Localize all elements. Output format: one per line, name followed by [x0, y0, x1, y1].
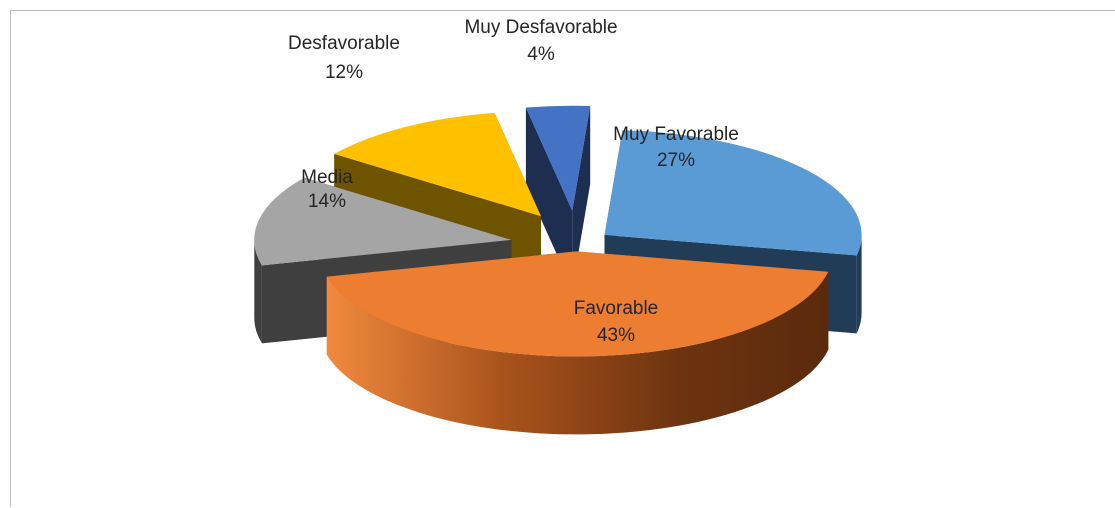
- labels-layer: Muy Favorable 27% Favorable 43% Media 14% Desf…: [288, 17, 739, 346]
- slice-category-label: Muy Desfavorable: [464, 17, 617, 38]
- slice-top: [334, 112, 541, 217]
- slice-percent-label: 27%: [657, 150, 695, 171]
- slice-side: [572, 106, 591, 289]
- slice-top: [525, 105, 591, 211]
- slice-category-label: Favorable: [574, 298, 659, 319]
- slice-category-label: Muy Favorable: [613, 124, 739, 145]
- slice-rim: [856, 235, 862, 334]
- pie-chart: Muy Favorable 27% Favorable 43% Media 14% Desf…: [254, 17, 862, 435]
- chart-frame: Muy Favorable 27% Favorable 43% Media 14% Desf…: [10, 10, 1115, 507]
- slice-percent-label: 14%: [308, 191, 346, 212]
- slice-category-label: Media: [301, 167, 353, 188]
- slice-category-label: Desfavorable: [288, 33, 400, 54]
- slice-top: [254, 177, 512, 266]
- slice-rim: [254, 239, 262, 344]
- slice-top: [604, 130, 862, 256]
- slice-side: [525, 107, 573, 289]
- slice-percent-label: 12%: [325, 62, 363, 83]
- slice-top: [326, 251, 829, 357]
- slices-layer: [254, 105, 862, 435]
- pie-slice: [326, 251, 829, 435]
- pie-slice: [525, 105, 591, 289]
- slice-percent-label: 43%: [597, 325, 635, 346]
- slice-rim: [326, 271, 829, 435]
- slice-percent-label: 4%: [527, 44, 555, 65]
